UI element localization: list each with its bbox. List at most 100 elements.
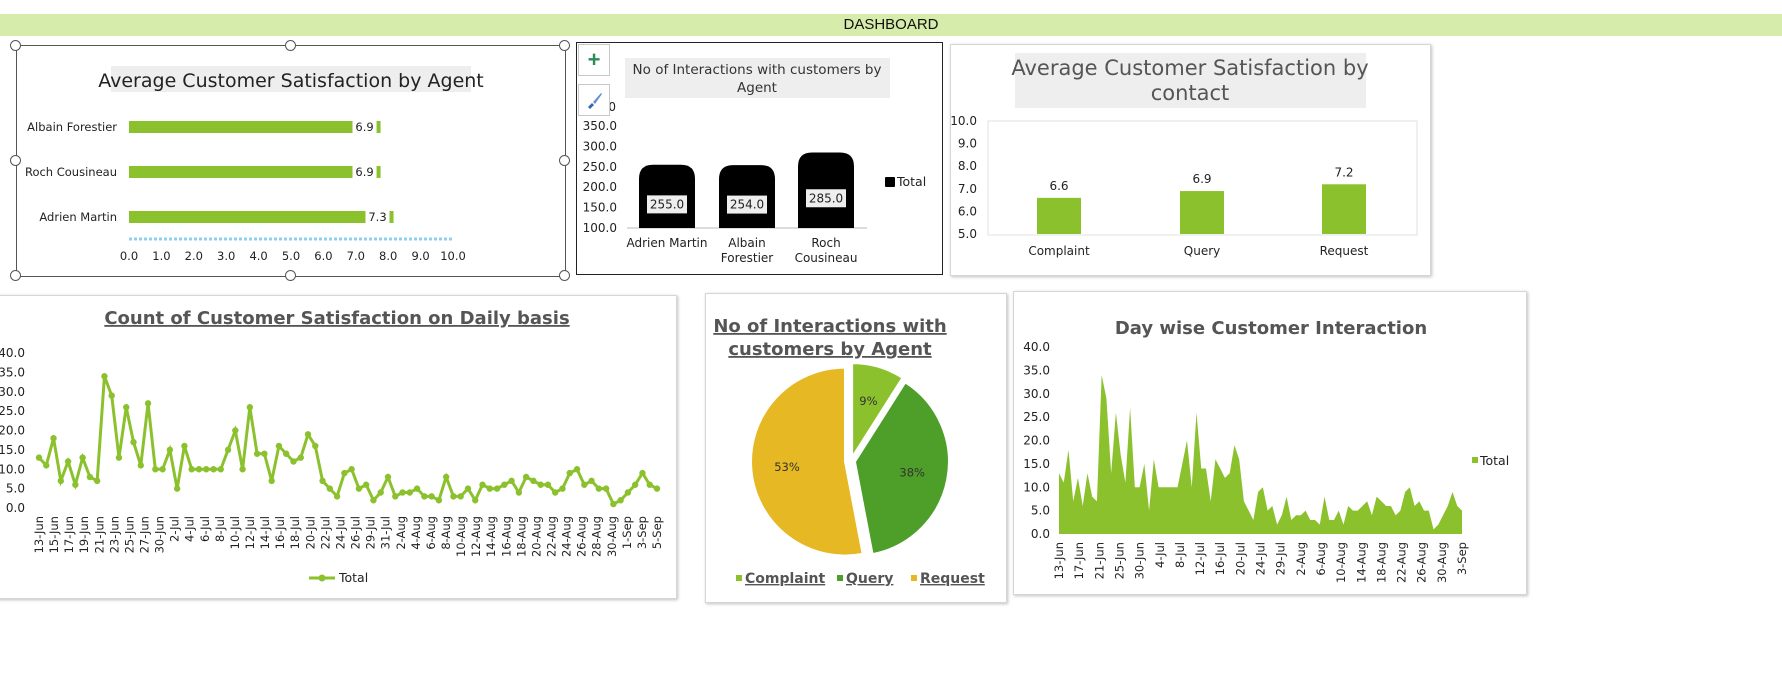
chart-styles-button[interactable] bbox=[578, 84, 610, 116]
daily-satisfaction-chart[interactable]: Count of Customer Satisfaction on Daily … bbox=[0, 295, 677, 599]
data-point bbox=[246, 404, 254, 411]
bar-tail bbox=[376, 121, 381, 133]
data-label: 7.2 bbox=[1334, 165, 1353, 179]
daywise-interaction-chart[interactable]: Day wise Customer Interaction 0.0 5.0 10.0 1… bbox=[1013, 291, 1527, 595]
data-point bbox=[108, 392, 115, 399]
data-point bbox=[493, 485, 501, 492]
chart-title: Day wise Customer Interaction bbox=[1115, 318, 1427, 339]
x-tick-label: 26-Aug bbox=[575, 516, 589, 557]
data-point bbox=[93, 477, 101, 485]
x-tick-label: 6-Jul bbox=[198, 516, 212, 542]
data-point bbox=[501, 481, 508, 488]
x-tick-label: 30-Jun bbox=[1133, 542, 1147, 579]
brush-icon bbox=[588, 93, 602, 109]
tick-label: 2.0 bbox=[185, 249, 203, 263]
agent-interactions-chart[interactable]: No of Interactions with customers by Agen… bbox=[576, 42, 943, 275]
data-point bbox=[479, 481, 486, 488]
data-label-bg bbox=[365, 209, 390, 225]
tick-label: 3.0 bbox=[217, 249, 235, 263]
category-label: Forestier bbox=[721, 251, 774, 265]
tick-label: 0.0 bbox=[120, 249, 138, 263]
tick-label: 300.0 bbox=[583, 139, 617, 153]
resize-handle-middle-right[interactable] bbox=[559, 155, 570, 166]
resize-handle-bottom-middle[interactable] bbox=[285, 270, 296, 281]
data-point bbox=[413, 485, 421, 492]
tick-label: 25.0 bbox=[1023, 410, 1050, 424]
tick-label: 0.0 bbox=[6, 501, 25, 515]
tick-label: 250.0 bbox=[583, 160, 617, 174]
resize-handle-bottom-left[interactable] bbox=[10, 270, 21, 281]
data-point bbox=[362, 481, 370, 488]
data-point bbox=[333, 493, 341, 500]
data-point bbox=[581, 481, 588, 488]
resize-handle-top-right[interactable] bbox=[559, 40, 570, 51]
data-point bbox=[130, 438, 137, 446]
data-point bbox=[188, 466, 195, 473]
agent-satisfaction-chart[interactable]: Average Customer Satisfaction by Agent Al… bbox=[16, 45, 566, 277]
data-point bbox=[181, 442, 188, 450]
x-tick-label: 27-Jun bbox=[138, 516, 152, 553]
chart-elements-button[interactable]: + bbox=[578, 44, 610, 76]
x-tick-label: 31-Jul bbox=[379, 516, 393, 549]
chart-title-line: Agent bbox=[737, 80, 777, 96]
legend-label: Query bbox=[846, 571, 893, 587]
x-tick-label: 13-Jun bbox=[32, 516, 46, 553]
x-tick-label: 21-Jun bbox=[92, 516, 106, 553]
data-label-bg bbox=[352, 164, 377, 180]
tick-label: 5.0 bbox=[6, 482, 25, 496]
slice-label: 38% bbox=[899, 466, 925, 480]
category-label: Adrien Martin bbox=[39, 210, 117, 224]
data-point bbox=[442, 473, 450, 481]
data-point bbox=[210, 466, 217, 473]
x-tick-label: 18-Aug bbox=[514, 516, 528, 557]
resize-handle-top-middle[interactable] bbox=[285, 40, 296, 51]
tick-label: 20.0 bbox=[0, 424, 25, 438]
resize-handle-middle-left[interactable] bbox=[10, 155, 21, 166]
data-point bbox=[392, 493, 399, 500]
data-point bbox=[57, 477, 65, 485]
bar-tail bbox=[389, 211, 394, 223]
tick-label: 25.0 bbox=[0, 404, 25, 418]
contact-share-chart[interactable]: No of Interactions with customers by Agen… bbox=[705, 293, 1007, 603]
tick-label: 35.0 bbox=[0, 365, 25, 379]
bar-tail bbox=[376, 166, 381, 178]
data-point bbox=[203, 466, 210, 473]
data-label: 254.0 bbox=[730, 198, 764, 212]
x-tick-label: 8-Aug bbox=[439, 516, 453, 550]
x-tick-label: 14-Jul bbox=[258, 516, 272, 549]
data-point bbox=[159, 466, 166, 473]
dashboard-title: DASHBOARD bbox=[843, 16, 939, 33]
data-label: 6.9 bbox=[1192, 172, 1211, 186]
category-label: Request bbox=[1320, 244, 1369, 258]
x-tick-label: 2-Aug bbox=[1294, 542, 1308, 576]
category-label: Roch bbox=[811, 236, 840, 250]
data-point bbox=[602, 485, 610, 492]
x-tick-label: 26-Jul bbox=[349, 516, 363, 549]
x-tick-label: 10-Aug bbox=[454, 516, 468, 557]
x-tick-label: 29-Jul bbox=[1274, 542, 1288, 575]
x-tick-label: 16-Jul bbox=[1213, 542, 1227, 575]
x-tick-label: 1-Sep bbox=[620, 516, 634, 549]
data-point bbox=[631, 481, 639, 488]
legend-label: Complaint bbox=[745, 571, 826, 587]
data-point bbox=[355, 485, 363, 492]
contact-satisfaction-chart[interactable]: Average Customer Satisfaction by contact 5… bbox=[950, 44, 1431, 276]
tick-label: 10.0 bbox=[440, 249, 466, 263]
data-point bbox=[35, 454, 43, 461]
data-point bbox=[253, 450, 261, 457]
data-point bbox=[239, 466, 246, 473]
resize-handle-bottom-right[interactable] bbox=[559, 270, 570, 281]
x-tick-label: 20-Jul bbox=[1233, 542, 1247, 575]
data-point bbox=[377, 489, 384, 496]
x-tick-label: 4-Aug bbox=[409, 516, 423, 550]
resize-handle-top-left[interactable] bbox=[10, 40, 21, 51]
x-tick-label: 18-Aug bbox=[1374, 542, 1388, 583]
data-point bbox=[428, 493, 435, 500]
data-point bbox=[261, 450, 268, 457]
data-point bbox=[610, 500, 617, 508]
data-point bbox=[43, 462, 50, 469]
category-label: Query bbox=[1184, 244, 1220, 258]
x-tick-label: 30-Jun bbox=[153, 516, 167, 553]
data-point bbox=[515, 489, 523, 496]
